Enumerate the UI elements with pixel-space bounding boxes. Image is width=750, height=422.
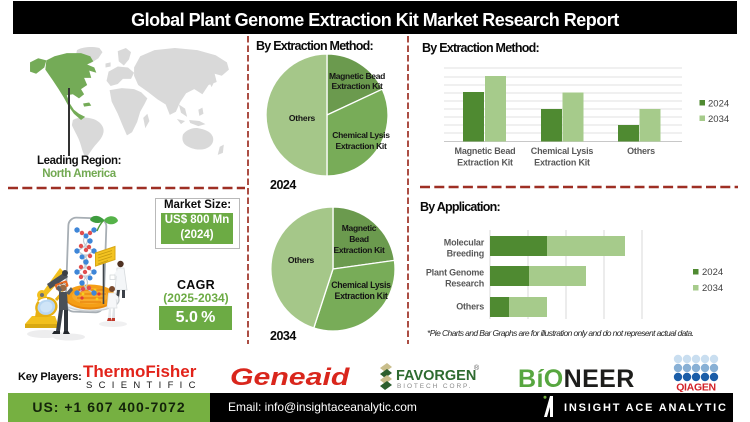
svg-text:Molecular: Molecular <box>444 238 485 248</box>
svg-text:Others: Others <box>456 302 484 312</box>
svg-text:Research: Research <box>445 279 484 289</box>
svg-text:2034: 2034 <box>708 114 729 125</box>
svg-text:Others: Others <box>627 146 655 156</box>
svg-text:Magnetic Bead: Magnetic Bead <box>455 146 516 156</box>
svg-text:®: ® <box>474 364 480 372</box>
svg-text:Breeding: Breeding <box>447 249 484 259</box>
svg-text:2024: 2024 <box>708 99 729 110</box>
svg-text:Chemical Lysis: Chemical Lysis <box>531 146 594 156</box>
svg-text:FAVORGEN: FAVORGEN <box>396 368 476 384</box>
svg-text:QIAGEN: QIAGEN <box>676 382 716 393</box>
svg-text:2024: 2024 <box>702 267 723 278</box>
svg-text:BIOTECH CORP.: BIOTECH CORP. <box>397 383 472 390</box>
svg-text:Plant Genome: Plant Genome <box>426 268 484 278</box>
svg-text:Extraction Kit: Extraction Kit <box>534 158 590 168</box>
svg-text:2034: 2034 <box>702 283 723 294</box>
svg-text:Extraction Kit: Extraction Kit <box>457 158 513 168</box>
